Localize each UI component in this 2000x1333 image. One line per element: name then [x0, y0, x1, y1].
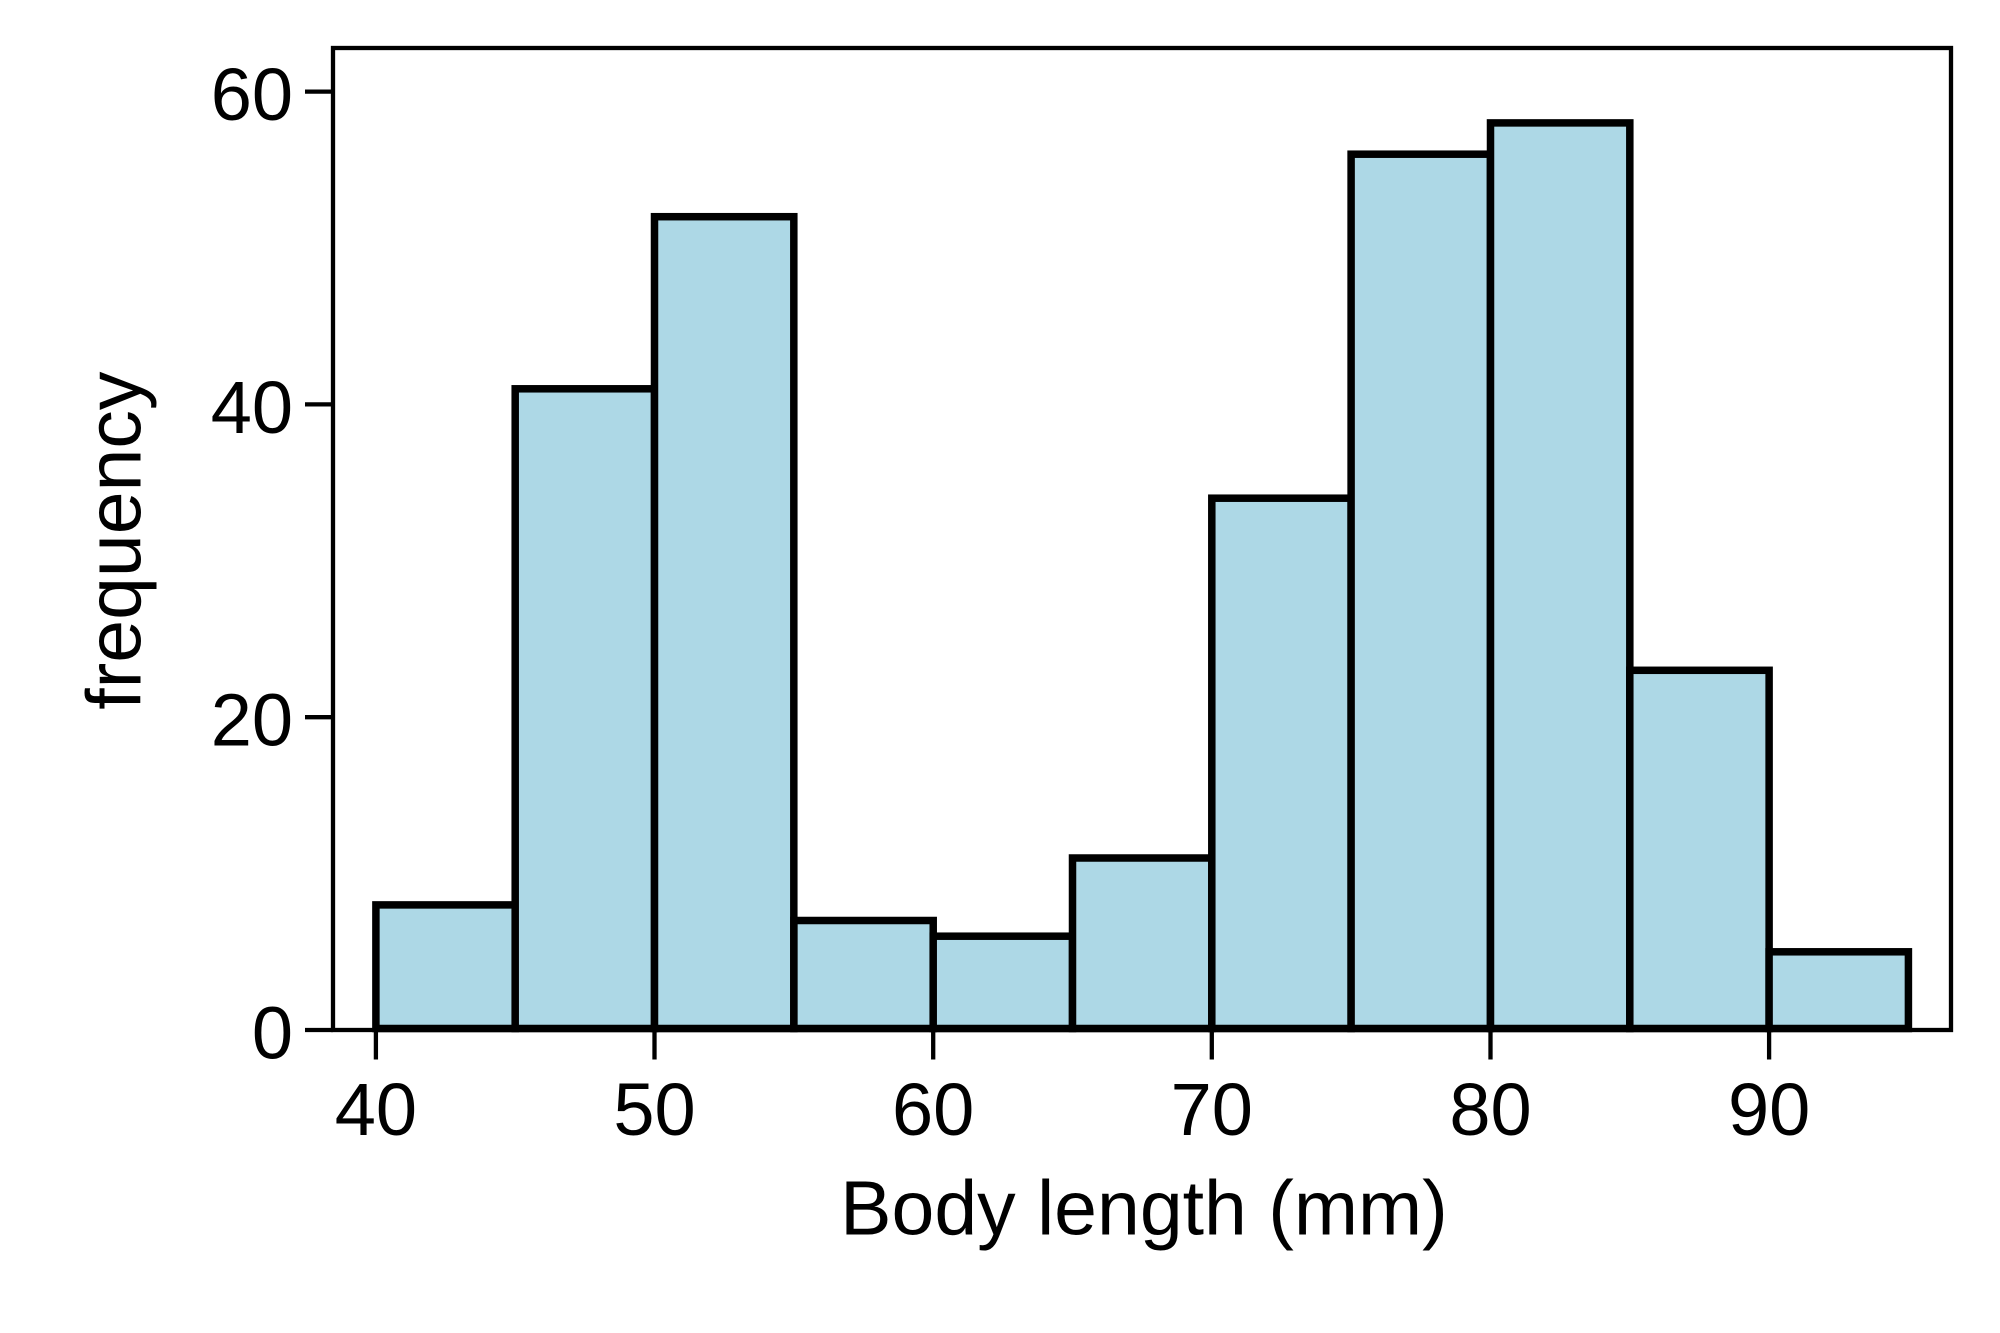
svg-text:frequency: frequency [72, 371, 158, 710]
svg-text:20: 20 [211, 679, 293, 762]
svg-text:80: 80 [1449, 1068, 1531, 1151]
svg-text:70: 70 [1171, 1068, 1253, 1151]
svg-text:60: 60 [211, 53, 293, 136]
svg-text:40: 40 [211, 366, 293, 449]
svg-text:Body length (mm): Body length (mm) [840, 1165, 1448, 1251]
svg-text:50: 50 [613, 1068, 695, 1151]
svg-text:60: 60 [892, 1068, 974, 1151]
svg-text:40: 40 [335, 1068, 417, 1151]
svg-text:0: 0 [252, 992, 293, 1075]
svg-text:90: 90 [1728, 1068, 1810, 1151]
